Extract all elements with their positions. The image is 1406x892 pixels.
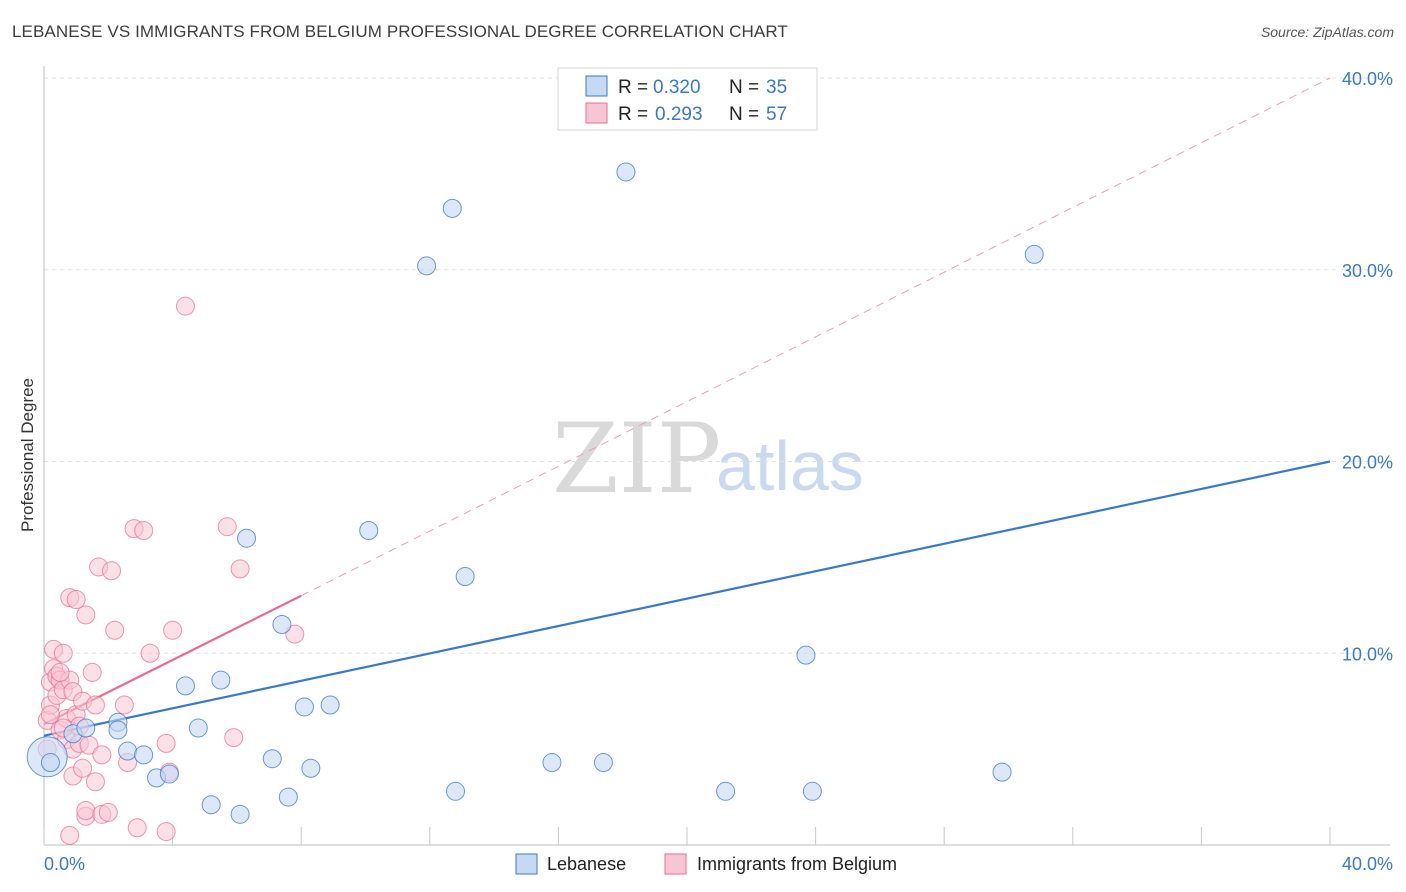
source-credit: Source: ZipAtlas.com xyxy=(1260,24,1394,40)
data-point-belgium xyxy=(76,800,96,820)
data-point-belgium xyxy=(66,590,86,610)
data-point-belgium xyxy=(82,662,102,682)
data-point-belgium xyxy=(163,620,183,640)
legend-swatch-lebanese xyxy=(585,75,608,97)
data-point-belgium xyxy=(156,733,176,753)
data-point-belgium xyxy=(40,705,60,725)
legend-r-value-lebanese: 0.320 xyxy=(653,77,701,98)
legend-swatch-belgium xyxy=(585,102,608,124)
data-point-belgium xyxy=(60,825,80,845)
x-tick-label-max: 40.0% xyxy=(1342,854,1393,874)
data-point-belgium xyxy=(85,695,105,715)
legend-n-label-belgium: N = xyxy=(729,104,759,125)
data-point-lebanese xyxy=(802,781,822,801)
chart-title: LEBANESE VS IMMIGRANTS FROM BELGIUM PROF… xyxy=(12,22,788,41)
stats-legend: R = 0.320 N = 35 R = 0.293 N = 57 xyxy=(557,67,818,131)
data-point-lebanese xyxy=(417,256,437,276)
data-point-belgium xyxy=(105,620,125,640)
data-point-lebanese xyxy=(262,749,282,769)
data-point-lebanese xyxy=(237,528,257,548)
data-point-belgium xyxy=(175,296,195,316)
data-point-belgium xyxy=(92,745,112,765)
legend-r-label-belgium: R = xyxy=(618,104,648,125)
data-point-lebanese xyxy=(455,567,475,587)
data-point-lebanese xyxy=(211,670,231,690)
data-point-belgium xyxy=(127,818,147,838)
data-point-lebanese xyxy=(201,795,221,815)
data-point-lebanese xyxy=(616,162,636,182)
legend-r-label-lebanese: R = xyxy=(618,77,648,98)
data-point-lebanese xyxy=(716,781,736,801)
data-point-lebanese xyxy=(230,804,250,824)
series-legend: Lebanese Immigrants from Belgium xyxy=(515,853,897,875)
y-tick-label: 10.0% xyxy=(1342,644,1393,664)
x-tick-label-min: 0.0% xyxy=(44,854,85,874)
data-point-lebanese xyxy=(1024,244,1044,264)
data-point-belgium xyxy=(85,772,105,792)
trend-line-belgium-extension xyxy=(300,77,1331,597)
data-point-lebanese xyxy=(159,764,179,784)
data-point-lebanese xyxy=(294,697,314,717)
data-point-lebanese xyxy=(796,645,816,665)
data-point-lebanese xyxy=(442,198,462,218)
data-point-lebanese xyxy=(446,781,466,801)
y-tick-label: 20.0% xyxy=(1342,453,1393,473)
data-point-belgium xyxy=(140,643,160,663)
data-point-belgium xyxy=(50,662,70,682)
data-point-lebanese xyxy=(188,718,208,738)
bottom-legend-swatch-belgium xyxy=(664,853,687,875)
y-tick-label: 40.0% xyxy=(1342,69,1393,89)
data-point-lebanese xyxy=(134,745,154,765)
data-point-lebanese xyxy=(118,741,138,761)
data-point-lebanese xyxy=(40,753,60,773)
bottom-legend-label-lebanese: Lebanese xyxy=(547,854,626,874)
watermark-zip: ZIP xyxy=(552,403,721,515)
data-point-belgium xyxy=(156,822,176,842)
data-point-belgium xyxy=(224,728,244,748)
watermark-atlas: atlas xyxy=(716,427,864,505)
bottom-legend-label-belgium: Immigrants from Belgium xyxy=(697,854,897,874)
data-point-belgium xyxy=(114,695,134,715)
series-lebanese xyxy=(26,162,1044,824)
data-point-belgium xyxy=(285,624,305,644)
data-point-lebanese xyxy=(76,718,96,738)
data-point-belgium xyxy=(134,521,154,541)
data-point-lebanese xyxy=(320,695,340,715)
data-point-belgium xyxy=(76,605,96,625)
data-point-belgium xyxy=(73,758,93,778)
data-point-belgium xyxy=(217,517,237,537)
legend-n-value-lebanese: 35 xyxy=(766,77,787,98)
data-point-belgium xyxy=(53,643,73,663)
bottom-legend-swatch-lebanese xyxy=(515,853,538,875)
legend-n-label-lebanese: N = xyxy=(729,77,759,98)
data-point-lebanese xyxy=(301,758,321,778)
tick-labels: 10.0% 20.0% 30.0% 40.0% 0.0% 40.0% xyxy=(44,69,1393,874)
data-point-belgium xyxy=(230,559,250,579)
data-point-lebanese xyxy=(278,787,298,807)
trend-line-lebanese xyxy=(43,460,1331,737)
data-point-lebanese xyxy=(272,614,292,634)
data-point-lebanese xyxy=(593,753,613,773)
data-point-belgium xyxy=(98,802,118,822)
data-point-lebanese xyxy=(108,720,128,740)
legend-n-value-belgium: 57 xyxy=(766,104,787,125)
series-immigrants-from-belgium xyxy=(37,296,305,845)
data-point-lebanese xyxy=(542,753,562,773)
data-point-lebanese xyxy=(175,676,195,696)
data-point-lebanese xyxy=(359,521,379,541)
y-tick-label: 30.0% xyxy=(1342,261,1393,281)
legend-r-value-belgium: 0.293 xyxy=(655,104,703,125)
data-point-lebanese xyxy=(992,762,1012,782)
data-point-belgium xyxy=(102,561,122,581)
